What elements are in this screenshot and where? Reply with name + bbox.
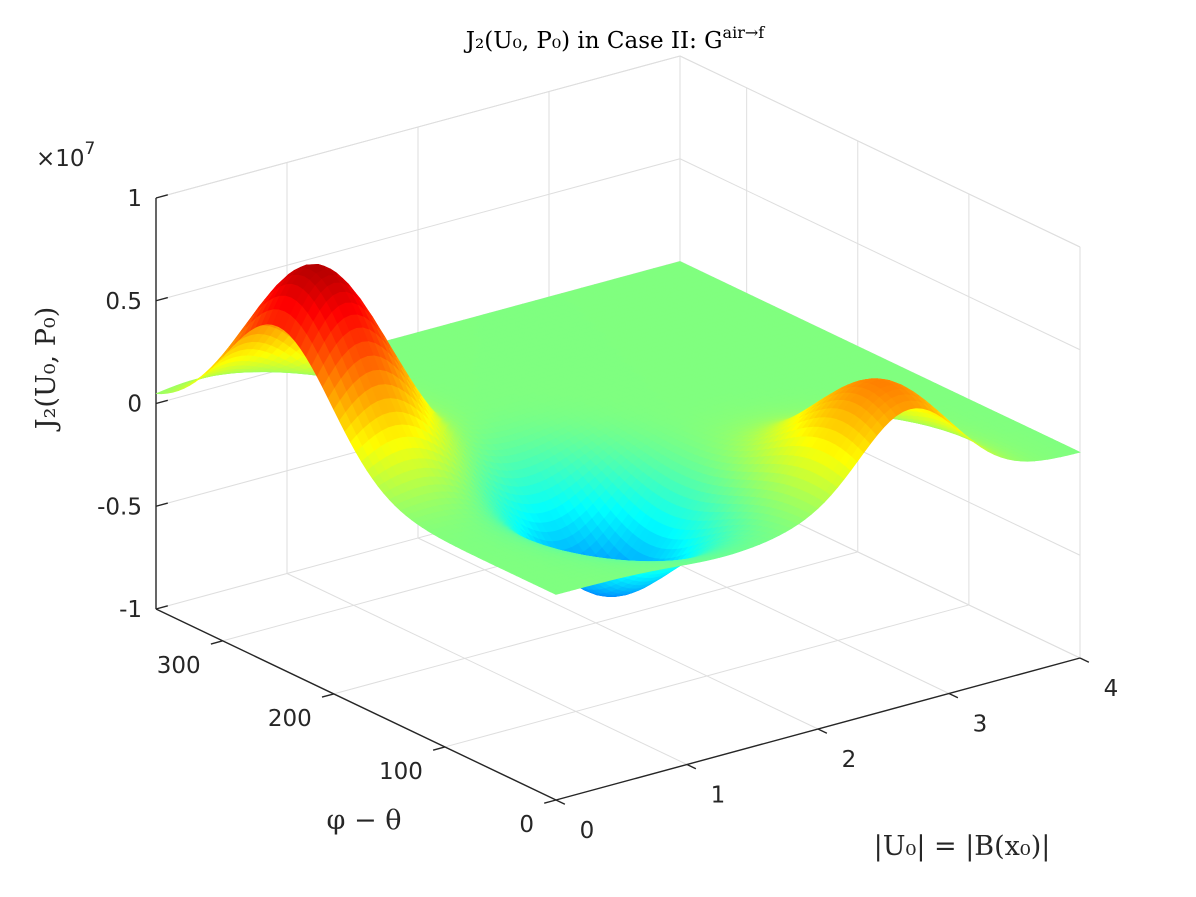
y-axis-line [155, 608, 557, 801]
y-tick-mark [321, 693, 334, 698]
z-tick-mark [155, 605, 168, 610]
surface [155, 261, 1081, 597]
x-tick-mark [817, 728, 828, 734]
side-wall-grid-line [679, 158, 1081, 351]
y-tick-mark [544, 799, 557, 804]
box-line [155, 55, 681, 199]
z-tick-mark [155, 194, 168, 199]
axes [155, 194, 1090, 805]
floor-grid-line [333, 551, 858, 695]
x-tick-mark [686, 763, 697, 770]
box-line [679, 55, 1081, 248]
x-tick-mark [1079, 657, 1090, 663]
chart-title: J₂(U₀, P₀) in Case II: Gair→f [464, 23, 765, 54]
z-tick-mark [155, 399, 168, 405]
y-tick-mark [432, 746, 446, 751]
floor-grid-line [444, 604, 970, 748]
chart-title-main: J₂(U₀, P₀) in Case II: G [464, 28, 723, 54]
back-wall-grid-line [155, 158, 681, 302]
x-tick-mark [948, 692, 959, 699]
z-tick-mark [155, 296, 168, 302]
x-tick-mark [555, 799, 566, 805]
chart-title-superscript: air→f [723, 23, 766, 42]
y-tick-mark [210, 640, 223, 645]
z-tick-mark [155, 502, 168, 507]
